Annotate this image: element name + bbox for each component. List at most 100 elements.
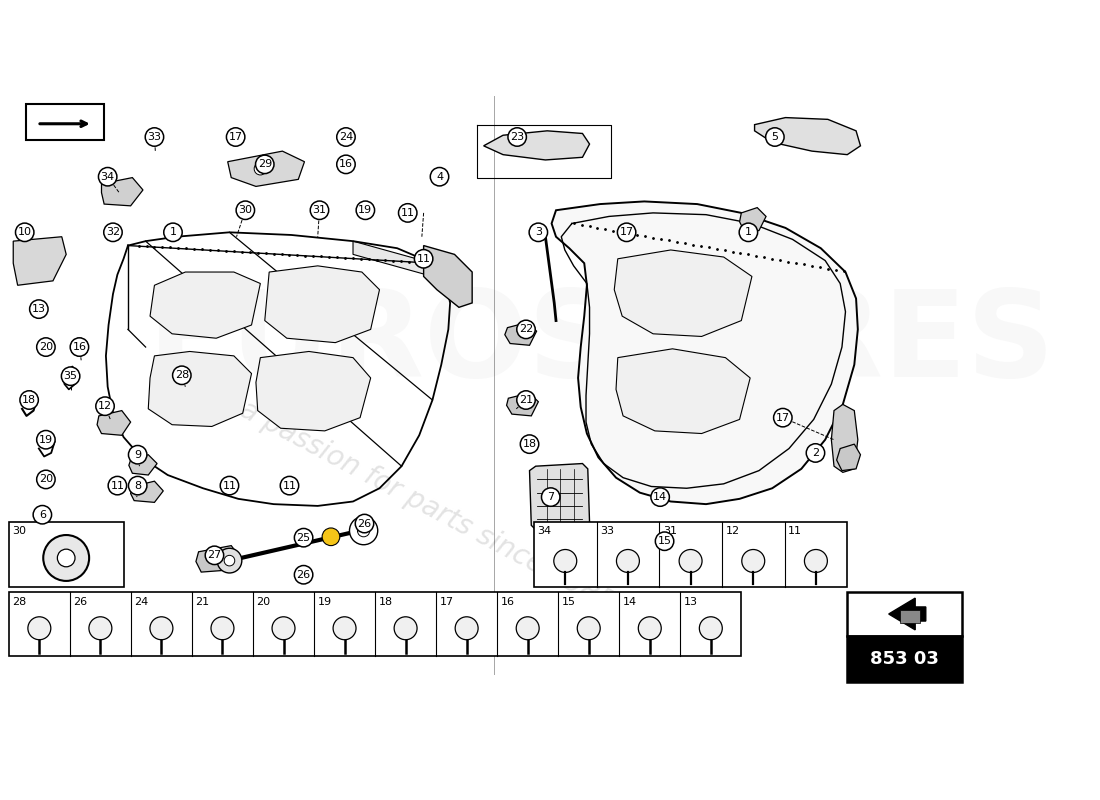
Polygon shape — [196, 546, 240, 572]
Polygon shape — [837, 444, 860, 470]
Text: 853 03: 853 03 — [870, 650, 939, 668]
Text: 34: 34 — [100, 172, 114, 182]
Text: 4: 4 — [436, 172, 443, 182]
Text: 26: 26 — [74, 597, 88, 607]
Circle shape — [224, 555, 234, 566]
Text: 13: 13 — [32, 304, 46, 314]
Text: 14: 14 — [653, 492, 668, 502]
Circle shape — [227, 128, 245, 146]
Circle shape — [173, 366, 191, 385]
Polygon shape — [150, 272, 261, 338]
Text: 14: 14 — [623, 597, 637, 607]
Text: 18: 18 — [522, 439, 537, 449]
Circle shape — [517, 390, 536, 410]
Text: 35: 35 — [64, 371, 78, 381]
Circle shape — [804, 550, 827, 573]
Text: 25: 25 — [297, 533, 310, 542]
Circle shape — [108, 476, 126, 495]
Bar — [534, 522, 847, 587]
Bar — [900, 610, 920, 623]
Circle shape — [220, 476, 239, 495]
Circle shape — [30, 300, 48, 318]
Polygon shape — [148, 351, 252, 426]
Circle shape — [741, 550, 764, 573]
Text: 17: 17 — [619, 227, 634, 238]
Text: 11: 11 — [110, 481, 124, 490]
Circle shape — [337, 128, 355, 146]
Text: 21: 21 — [196, 597, 210, 607]
Text: 15: 15 — [658, 536, 672, 546]
Circle shape — [211, 617, 234, 640]
Text: 7: 7 — [547, 492, 554, 502]
Circle shape — [103, 223, 122, 242]
Polygon shape — [529, 463, 590, 530]
Circle shape — [739, 223, 758, 242]
Circle shape — [356, 201, 375, 219]
Polygon shape — [739, 208, 766, 232]
Polygon shape — [505, 322, 537, 346]
Polygon shape — [13, 237, 66, 286]
Text: 27: 27 — [207, 550, 221, 560]
Text: 11: 11 — [417, 254, 430, 264]
Bar — [9, 522, 123, 587]
Polygon shape — [265, 266, 379, 342]
Circle shape — [766, 128, 784, 146]
Circle shape — [508, 128, 527, 146]
Text: 16: 16 — [339, 159, 353, 170]
Circle shape — [617, 223, 636, 242]
Circle shape — [651, 488, 670, 506]
Text: 19: 19 — [39, 434, 53, 445]
Circle shape — [272, 617, 295, 640]
Text: 13: 13 — [684, 597, 697, 607]
Circle shape — [28, 617, 51, 640]
Polygon shape — [353, 241, 446, 281]
Polygon shape — [507, 393, 538, 416]
Circle shape — [255, 155, 274, 174]
Text: 23: 23 — [510, 132, 525, 142]
Text: 20: 20 — [256, 597, 271, 607]
Circle shape — [98, 167, 117, 186]
Text: 34: 34 — [538, 526, 551, 536]
Text: 29: 29 — [257, 159, 272, 170]
Polygon shape — [755, 118, 860, 154]
Text: 24: 24 — [134, 597, 148, 607]
Text: 8: 8 — [134, 481, 141, 490]
Polygon shape — [256, 351, 371, 431]
Text: 28: 28 — [12, 597, 26, 607]
Circle shape — [36, 430, 55, 449]
Circle shape — [36, 338, 55, 356]
Circle shape — [358, 525, 370, 537]
Text: 33: 33 — [147, 132, 162, 142]
Circle shape — [430, 167, 449, 186]
Text: 17: 17 — [776, 413, 790, 422]
Text: 11: 11 — [400, 208, 415, 218]
Text: 32: 32 — [106, 227, 120, 238]
Circle shape — [206, 546, 223, 565]
Text: 31: 31 — [312, 206, 327, 215]
Bar — [9, 592, 741, 656]
Circle shape — [20, 390, 38, 410]
Circle shape — [280, 476, 299, 495]
Polygon shape — [424, 246, 472, 307]
Text: 9: 9 — [134, 450, 141, 460]
Circle shape — [96, 397, 114, 415]
Text: 16: 16 — [73, 342, 87, 352]
Circle shape — [150, 617, 173, 640]
Circle shape — [70, 338, 88, 356]
Circle shape — [516, 617, 539, 640]
Polygon shape — [101, 178, 143, 206]
Text: 19: 19 — [318, 597, 332, 607]
Circle shape — [529, 223, 548, 242]
Circle shape — [656, 532, 674, 550]
Polygon shape — [889, 598, 926, 630]
Circle shape — [129, 446, 147, 464]
Circle shape — [398, 204, 417, 222]
Circle shape — [322, 528, 340, 546]
Circle shape — [310, 201, 329, 219]
Circle shape — [350, 517, 377, 545]
Text: 22: 22 — [519, 324, 534, 334]
Text: 10: 10 — [18, 227, 32, 238]
Text: 28: 28 — [175, 370, 189, 380]
Polygon shape — [614, 250, 752, 337]
Text: 26: 26 — [358, 518, 372, 529]
